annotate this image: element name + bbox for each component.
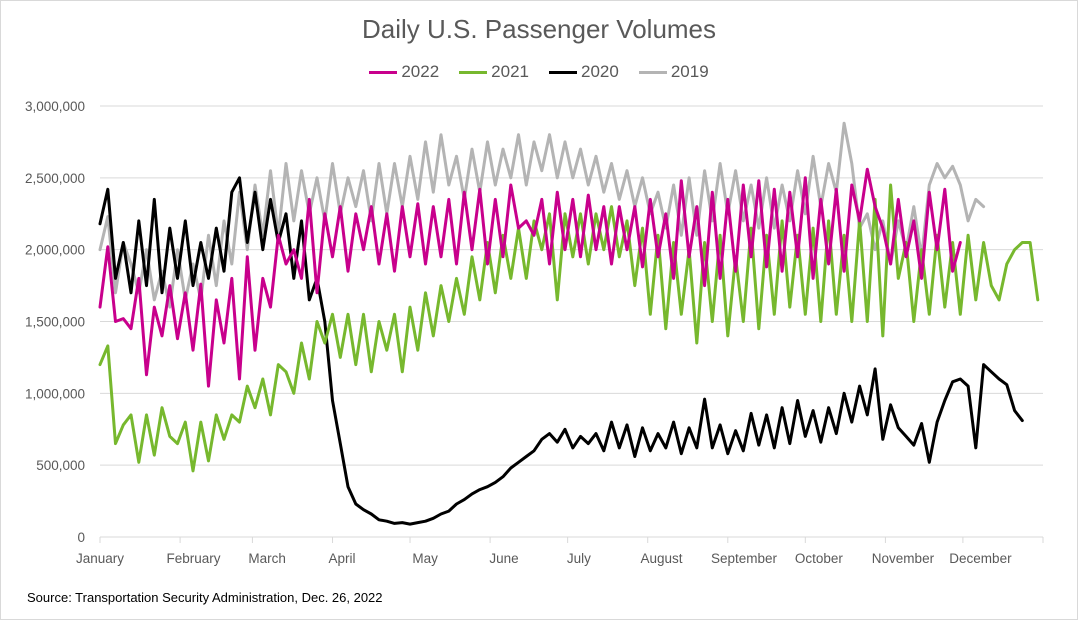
source-note: Source: Transportation Security Administ… <box>27 590 383 605</box>
series-lines <box>98 121 1040 526</box>
y-tick-label: 3,000,000 <box>25 99 85 114</box>
legend: 2022 2021 2020 2019 <box>0 62 1078 82</box>
x-tick-label: March <box>248 551 286 566</box>
series-line-2022 <box>98 167 962 388</box>
x-tick-label: November <box>872 551 935 566</box>
legend-item-2020[interactable]: 2020 <box>549 62 619 82</box>
series-line-2020 <box>98 176 1024 526</box>
y-tick-label: 2,000,000 <box>25 243 85 258</box>
y-tick-label: 1,500,000 <box>25 315 85 330</box>
x-tick-label: April <box>329 551 356 566</box>
y-tick-label: 1,000,000 <box>25 386 85 401</box>
legend-item-2022[interactable]: 2022 <box>369 62 439 82</box>
series-line-2021 <box>98 183 1040 473</box>
y-tick-label: 0 <box>77 530 85 545</box>
gridlines <box>100 105 1043 466</box>
legend-swatch <box>369 70 398 74</box>
legend-swatch <box>638 70 667 74</box>
legend-label: 2020 <box>581 62 619 81</box>
x-tick-label: October <box>795 551 844 566</box>
y-tick-label: 2,500,000 <box>25 171 85 186</box>
x-tick-label: June <box>489 551 518 566</box>
chart-title: Daily U.S. Passenger Volumes <box>361 14 717 44</box>
x-tick-label: July <box>567 551 591 566</box>
y-tick-label: 500,000 <box>36 458 85 473</box>
x-tick-label: February <box>166 551 220 566</box>
x-tick-label: December <box>949 551 1012 566</box>
legend-label: 2022 <box>401 62 440 81</box>
legend-item-2019[interactable]: 2019 <box>638 62 709 82</box>
legend-item-2021[interactable]: 2021 <box>459 62 529 82</box>
x-tick-label: January <box>76 551 124 566</box>
legend-swatch <box>549 70 577 74</box>
x-tick-label: August <box>641 551 683 566</box>
x-axis: January February March April May June July Augu… <box>76 536 1044 566</box>
legend-swatch <box>459 70 488 74</box>
legend-label: 2021 <box>491 62 529 81</box>
y-axis: 0 500,000 1,000,000 1,500,000 2,000,000 2,500… <box>25 99 85 545</box>
x-tick-label: September <box>711 551 778 566</box>
x-tick-label: May <box>412 551 438 566</box>
legend-label: 2019 <box>670 62 709 81</box>
